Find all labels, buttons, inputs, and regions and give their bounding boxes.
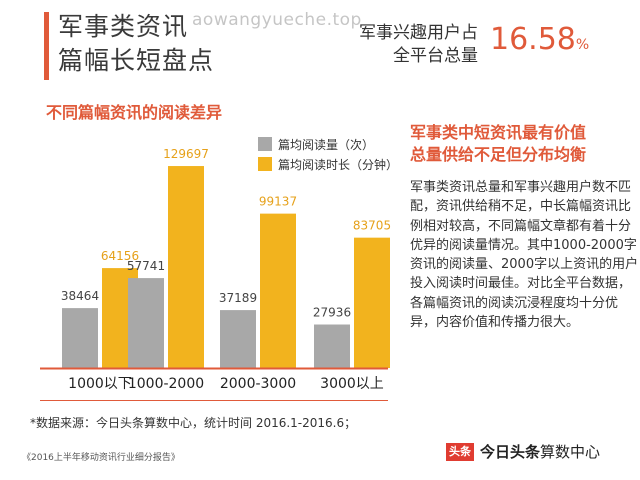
data-label-time-2: 129697 [163, 147, 209, 161]
legend-swatch-reads [258, 137, 272, 151]
data-label-reads-4: 27936 [313, 305, 351, 319]
logo-main-text: 今日头条 [480, 443, 541, 461]
right-panel-title: 军事类中短资讯最有价值 总量供给不足但分布均衡 [410, 122, 586, 166]
stat-value: 16.58% [490, 22, 589, 57]
bar-reads-4 [314, 324, 350, 368]
watermark-text: aowangyueche.top [192, 10, 362, 30]
x-tick-label-2000-3000: 2000-3000 [220, 376, 296, 392]
x-tick-label-1000: 1000以下 [68, 376, 132, 392]
bar-reads-3 [220, 310, 256, 368]
right-panel-body: 军事类资讯总量和军事兴趣用户数不匹配，资讯供给稍不足，中长篇幅资讯比例相对较高，… [410, 180, 639, 331]
bar-reads-2 [128, 278, 164, 368]
logo-text: 今日头条算数中心 [480, 441, 600, 462]
right-title-line-1: 军事类中短资讯最有价值 [410, 123, 587, 142]
data-label-time-3: 99137 [259, 195, 297, 209]
legend-swatch-time [258, 157, 272, 171]
data-label-reads-3: 37189 [219, 291, 257, 305]
chart-section-title: 不同篇幅资讯的阅读差异 [46, 103, 223, 122]
legend-item-reads: 篇均阅读量（次） [258, 134, 398, 154]
bar-reads-1 [62, 308, 98, 368]
bar-time-4 [354, 237, 390, 368]
stat-number: 16.58 [490, 22, 576, 57]
title-accent-bar [44, 12, 49, 80]
data-label-time-1: 64156 [101, 249, 139, 263]
legend-item-time: 篇均阅读时长（分钟） [258, 154, 398, 174]
right-title-line-2: 总量供给不足但分布均衡 [410, 145, 587, 164]
stat-label-line-1: 军事兴趣用户占 [359, 23, 478, 43]
logo-sub-text: 算数中心 [540, 443, 601, 461]
bar-time-3 [260, 213, 296, 368]
page-title-line-1: 军事类资讯 [58, 12, 189, 41]
data-label-reads-2: 57741 [127, 259, 165, 273]
stat-label: 军事兴趣用户占 全平台总量 [359, 22, 478, 68]
page-title: 军事类资讯 篇幅长短盘点 [58, 10, 214, 78]
chart-legend: 篇均阅读量（次） 篇均阅读时长（分钟） [258, 134, 398, 174]
x-tick-label-3000: 3000以上 [320, 376, 384, 392]
legend-label-reads: 篇均阅读量（次） [278, 137, 375, 152]
data-label-reads-1: 38464 [61, 289, 99, 303]
legend-label-time: 篇均阅读时长（分钟） [278, 157, 399, 172]
x-tick-label-1000-2000: 1000-2000 [128, 376, 204, 392]
bar-time-2 [168, 166, 204, 368]
toutiao-logo: 头条 今日头条算数中心 [446, 441, 600, 462]
stat-label-line-2: 全平台总量 [393, 46, 478, 66]
stat-unit: % [575, 37, 590, 53]
page-title-line-2: 篇幅长短盘点 [58, 46, 215, 75]
source-note: *数据来源：今日头条算数中心，统计时间 2016.1-2016.6； [30, 416, 357, 430]
logo-badge: 头条 [446, 442, 474, 461]
data-label-time-4: 83705 [353, 219, 391, 233]
report-note: 《2016上半年移动资讯行业细分报告》 [22, 453, 180, 463]
